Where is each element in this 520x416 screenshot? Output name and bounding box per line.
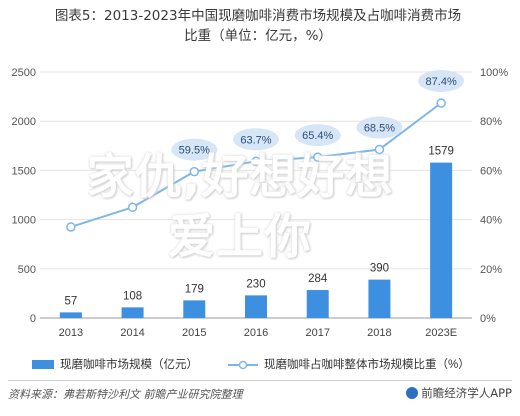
bar [306,290,329,318]
y-left-tick-label: 0 [30,313,36,325]
line-point [312,152,323,162]
line-label-bubble [233,128,279,151]
line-point [374,144,385,155]
bar-value-label: 284 [308,273,328,285]
line-value-label: 59.5% [179,145,210,157]
bar-value-label: 179 [185,283,204,295]
source-note: 资料来源：弗若斯特沙利文 前瞻产业研究院整理 [8,388,243,401]
overlay-line1: 家仇,好想好想 [86,150,394,205]
footer-divider [8,380,512,381]
chart-legend: 现磨咖啡市场规模（亿元） 现磨咖啡占咖啡整体市场规模比重（%） [0,356,520,374]
x-tick-label: 2014 [120,327,144,339]
bar [245,295,267,318]
y-right-tick-label: 0% [480,313,496,325]
chart-title: 图表5：2013-2023年中国现磨咖啡消费市场规模及占咖啡消费市场 比重（单位… [8,6,508,46]
line-point [189,166,200,177]
x-tick-label: 2015 [182,327,206,339]
overlay-caption: 家仇,好想好想 爱上你 [30,148,450,268]
brand-mark: 前瞻经济学人APP [406,385,512,401]
chart-title-line2: 比重（单位：亿元，%） [184,28,332,44]
line-point [66,222,76,232]
legend-item-line: 现磨咖啡占咖啡整体市场规模比重（%） [228,356,508,374]
x-tick-label: 2018 [367,327,391,339]
chart-area: 0 500 1000 1500 2000 2500 0% 20% 40% 60% 80% 100% 57… [12,67,509,339]
legend-bar-swatch [32,360,54,369]
line-point [436,98,446,108]
overlay-line2: 爱上你 [168,210,312,265]
y-left-tick-label: 1500 [12,165,36,177]
y-left-tick-label: 1000 [12,215,36,227]
legend-line-label: 现磨咖啡占咖啡整体市场规模比重（%） [264,359,470,371]
bar [368,279,391,318]
x-tick-label: 2023E [425,327,457,339]
bar-value-label: 390 [370,263,389,275]
line-label-bubble [294,124,341,147]
x-tick-label: 2017 [305,327,329,339]
bar-value-label: 108 [123,290,142,302]
x-tick-label: 2016 [244,327,268,339]
line-point [251,156,261,167]
bar [430,162,453,318]
bar-value-label: 230 [246,278,265,290]
line-value-label: 65.4% [302,130,333,142]
brand-name: 前瞻经济学人APP [421,386,512,400]
legend-line-swatch [228,360,258,370]
legend-item-bar: 现磨咖啡市场规模（亿元） [32,356,222,374]
bar-value-label: 1579 [428,146,454,158]
line-point [127,202,138,213]
y-right-tick-label: 20% [480,264,502,276]
legend-bar-label: 现磨咖啡市场规模（亿元） [60,359,198,371]
y-right-tick-label: 40% [480,215,502,227]
bar [121,307,144,318]
bar [183,300,206,318]
line-value-label: 68.5% [364,122,395,134]
y-left-tick-label: 500 [18,264,36,276]
x-tick-label: 2013 [59,327,83,339]
line-value-label: 63.7% [240,134,271,146]
y-left-tick-label: 2000 [12,116,36,128]
line-label-bubble [418,69,465,92]
y-left-tick-label: 2500 [12,67,36,79]
y-right-tick-label: 100% [480,67,508,79]
chart-title-line1: 图表5：2013-2023年中国现磨咖啡消费市场规模及占咖啡消费市场 [54,8,462,24]
line-label-bubble [171,138,218,161]
y-right-tick-label: 60% [480,165,502,177]
bar-value-label: 57 [64,295,77,307]
y-right-tick-label: 80% [480,116,502,128]
line-value-label: 87.4% [426,76,457,88]
brand-logo-icon [406,387,419,399]
line-label-bubble [356,116,403,139]
bar [59,312,82,318]
